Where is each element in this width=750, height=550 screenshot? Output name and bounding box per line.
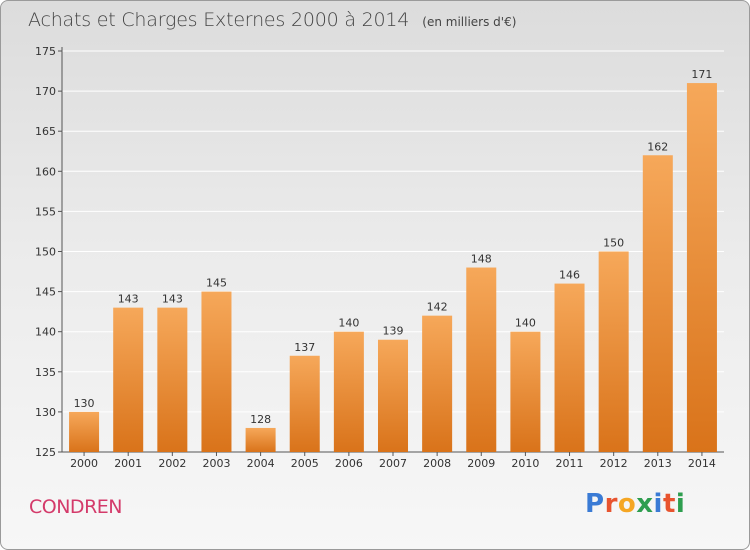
logo-letter: x [636,489,654,519]
x-tick-label-2002: 2002 [158,457,186,470]
y-tick-label: 125 [35,446,56,459]
value-label-2001: 143 [118,293,139,306]
bar-2005 [289,355,320,452]
bar-2012 [598,251,629,452]
bars [69,83,717,452]
y-tick-label: 150 [35,246,56,259]
logo-letter: i [653,489,663,519]
value-label-2008: 142 [427,301,448,314]
x-tick-label-2000: 2000 [70,457,98,470]
y-tick-label: 140 [35,326,56,339]
x-tick-label-2005: 2005 [291,457,319,470]
value-label-2013: 162 [647,140,668,153]
value-label-2000: 130 [74,397,95,410]
proxiti-logo[interactable]: Proxiti [585,489,685,519]
y-tick-label: 135 [35,366,56,379]
bar-2002 [157,307,188,452]
bar-2014 [686,83,717,452]
value-label-2012: 150 [603,237,624,250]
bar-2001 [113,307,144,452]
logo-letter: r [604,489,618,519]
value-label-2006: 140 [338,317,359,330]
x-tick-label-2003: 2003 [202,457,230,470]
commune-name: CONDREN [29,496,122,518]
value-label-2002: 143 [162,293,183,306]
y-tick-label: 170 [35,85,56,98]
x-tick-label-2013: 2013 [644,457,672,470]
chart-title: Achats et Charges Externes 2000 à 2014 [28,9,410,31]
logo-letter: P [585,489,605,519]
y-tick-label: 145 [35,286,56,299]
bar-2011 [554,283,585,452]
y-tick-label: 175 [35,45,56,58]
logo-letter: t [662,489,676,519]
y-tick-label: 165 [35,125,56,138]
labels: 125 130 135 140 145 150 155 160 165 170 175 130 2000… [35,45,716,470]
bar-2008 [422,315,453,452]
title-line: Achats et Charges Externes 2000 à 2014 (… [28,9,516,31]
value-label-2003: 145 [206,277,227,290]
value-label-2014: 171 [691,68,712,81]
bar-2007 [377,339,409,452]
bar-2004 [245,427,276,452]
x-tick-label-2010: 2010 [511,457,539,470]
value-label-2004: 128 [250,413,271,426]
x-tick-label-2007: 2007 [379,457,407,470]
x-tick-label-2012: 2012 [600,457,628,470]
bar-2013 [642,155,673,452]
value-label-2007: 139 [383,325,404,338]
value-label-2005: 137 [294,341,315,354]
bar-2000 [69,411,100,452]
value-label-2011: 146 [559,269,580,282]
value-label-2010: 140 [515,317,536,330]
logo-letter: o [617,489,637,519]
chart-subtitle: (en milliers d'€) [422,15,517,29]
x-tick-label-2014: 2014 [688,457,716,470]
logo-letter: i [675,489,686,519]
value-label-2009: 148 [471,253,492,266]
x-tick-label-2006: 2006 [335,457,363,470]
x-tick-label-2009: 2009 [467,457,495,470]
x-tick-label-2008: 2008 [423,457,451,470]
x-tick-label-2004: 2004 [247,457,275,470]
y-tick-label: 130 [35,406,56,419]
y-tick-label: 155 [35,205,56,218]
x-tick-label-2001: 2001 [114,457,142,470]
y-tick-label: 160 [35,165,56,178]
bar-2010 [510,331,541,452]
bar-2006 [333,331,364,452]
x-tick-label-2011: 2011 [556,457,584,470]
bar-2003 [201,291,232,452]
bar-2009 [466,267,497,452]
